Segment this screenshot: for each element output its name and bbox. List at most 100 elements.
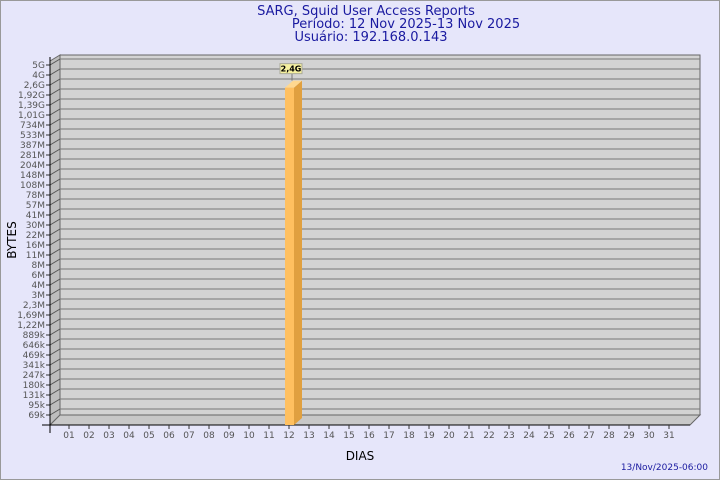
- grid-side-line: [49, 198, 61, 206]
- y-tick-label: 6M: [32, 271, 46, 281]
- grid-side-line: [49, 88, 61, 96]
- y-tick-label: 5G: [32, 61, 45, 71]
- grid-side-line: [49, 298, 61, 306]
- y-axis-label: BYTES: [5, 221, 19, 258]
- grid-side-line: [49, 348, 61, 356]
- y-tick-label: 4G: [32, 71, 45, 81]
- grid-side-line: [49, 238, 61, 246]
- y-tick-label: 180k: [23, 381, 46, 391]
- y-tick-label: 1,01G: [18, 111, 45, 121]
- bar-top: [285, 80, 302, 88]
- y-tick-label: 4M: [32, 281, 46, 291]
- grid-side-line: [49, 268, 61, 276]
- grid-side-line: [49, 158, 61, 166]
- y-tick-label: 2,6G: [24, 81, 45, 91]
- y-tick-label: 1,39G: [18, 101, 45, 111]
- chart-subtitle-period: Período: 12 Nov 2025-13 Nov 2025: [292, 17, 520, 32]
- grid-side-line: [49, 308, 61, 316]
- y-tick-label: 11M: [26, 251, 45, 261]
- x-tick-label: 24: [523, 431, 535, 441]
- y-tick-label: 1,92G: [18, 91, 45, 101]
- grid-side-line: [49, 328, 61, 336]
- x-tick-label: 25: [543, 431, 554, 441]
- y-tick-label: 57M: [26, 201, 45, 211]
- grid-side-line: [49, 338, 61, 346]
- x-tick-label: 19: [423, 431, 435, 441]
- grid-side-line: [49, 178, 61, 186]
- grid-side-line: [49, 208, 61, 216]
- x-tick-label: 03: [103, 431, 114, 441]
- grid-side-line: [49, 138, 61, 146]
- y-tick-label: 1,69M: [17, 311, 45, 321]
- y-tick-label: 1,22M: [17, 321, 45, 331]
- y-tick-label: 148M: [20, 171, 45, 181]
- grid-side-line: [49, 98, 61, 106]
- grid-side-line: [49, 108, 61, 116]
- grid-side-line: [49, 228, 61, 236]
- y-tick-label: 41M: [26, 211, 45, 221]
- grid-side-line: [49, 248, 61, 256]
- bar: [285, 87, 294, 426]
- y-tick-label: 204M: [20, 161, 45, 171]
- x-tick-label: 30: [643, 431, 655, 441]
- x-tick-label: 18: [403, 431, 415, 441]
- x-tick-label: 12: [283, 431, 294, 441]
- grid-side-line: [49, 68, 61, 76]
- x-tick-label: 13: [303, 431, 314, 441]
- x-tick-label: 08: [203, 431, 215, 441]
- grid-side-line: [49, 128, 61, 136]
- y-tick-label: 8M: [32, 261, 46, 271]
- grid-side-line: [49, 398, 61, 406]
- x-tick-label: 10: [243, 431, 255, 441]
- x-tick-label: 07: [183, 431, 194, 441]
- x-tick-label: 06: [163, 431, 175, 441]
- x-tick-label: 29: [623, 431, 635, 441]
- y-tick-label: 69k: [28, 411, 45, 421]
- x-tick-label: 21: [463, 431, 474, 441]
- grid-side-line: [49, 118, 61, 126]
- grid-side-line: [49, 258, 61, 266]
- x-tick-label: 28: [603, 431, 615, 441]
- y-tick-label: 16M: [26, 241, 45, 251]
- y-tick-label: 247k: [23, 371, 46, 381]
- y-tick-label: 108M: [20, 181, 45, 191]
- x-tick-label: 05: [143, 431, 154, 441]
- x-tick-label: 26: [563, 431, 575, 441]
- y-tick-label: 2,3M: [23, 301, 45, 311]
- x-tick-label: 27: [583, 431, 594, 441]
- y-tick-label: 78M: [26, 191, 45, 201]
- grid-side-line: [49, 148, 61, 156]
- grid-side-line: [49, 78, 61, 86]
- x-tick-label: 31: [663, 431, 674, 441]
- y-tick-label: 646k: [23, 341, 46, 351]
- grid-side-line: [49, 188, 61, 196]
- bar-value-label: 2,4G: [281, 65, 302, 74]
- x-tick-label: 02: [83, 431, 94, 441]
- bar-label-box: [279, 63, 303, 75]
- x-tick-label: 14: [323, 431, 335, 441]
- x-tick-label: 09: [223, 431, 235, 441]
- x-tick-label: 23: [503, 431, 514, 441]
- grid-side-line: [49, 218, 61, 226]
- y-tick-label: 3M: [32, 291, 46, 301]
- y-tick-label: 387M: [20, 141, 45, 151]
- grid-side-line: [49, 58, 61, 66]
- plot-floor: [48, 414, 702, 426]
- y-tick-label: 30M: [26, 221, 45, 231]
- chart-title: SARG, Squid User Access Reports: [257, 4, 475, 19]
- y-tick-label: 533M: [20, 131, 45, 141]
- y-tick-label: 281M: [20, 151, 45, 161]
- grid-side-line: [49, 168, 61, 176]
- grid-side-line: [49, 318, 61, 326]
- x-tick-label: 04: [123, 431, 135, 441]
- x-tick-label: 22: [483, 431, 494, 441]
- chart-subtitle-user: Usuário: 192.168.0.143: [294, 30, 447, 45]
- footer-timestamp: 13/Nov/2025-06:00: [621, 463, 708, 473]
- x-tick-label: 15: [343, 431, 354, 441]
- y-tick-label: 889k: [23, 331, 46, 341]
- grid-side-line: [49, 408, 61, 416]
- y-tick-label: 95k: [28, 401, 45, 411]
- grid-side-line: [49, 388, 61, 396]
- grid-side-line: [49, 288, 61, 296]
